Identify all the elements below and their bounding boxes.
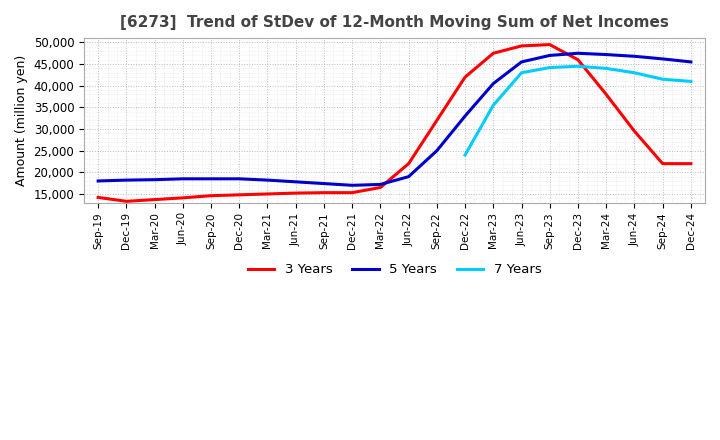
5 Years	[433, 148, 441, 153]
3 Years	[630, 128, 639, 134]
5 Years	[546, 53, 554, 58]
5 Years	[517, 59, 526, 65]
5 Years	[602, 52, 611, 57]
7 Years	[517, 70, 526, 75]
5 Years	[461, 114, 469, 119]
3 Years	[348, 190, 356, 195]
3 Years	[122, 199, 131, 204]
5 Years	[489, 81, 498, 86]
3 Years	[94, 195, 102, 200]
5 Years	[658, 56, 667, 62]
5 Years	[179, 176, 187, 181]
3 Years	[405, 161, 413, 166]
5 Years	[376, 182, 384, 187]
3 Years	[658, 161, 667, 166]
Line: 7 Years: 7 Years	[465, 66, 691, 155]
3 Years	[546, 42, 554, 47]
5 Years	[207, 176, 215, 181]
5 Years	[94, 178, 102, 183]
5 Years	[348, 183, 356, 188]
7 Years	[602, 66, 611, 71]
7 Years	[658, 77, 667, 82]
5 Years	[320, 181, 328, 186]
3 Years	[179, 195, 187, 201]
Y-axis label: Amount (million yen): Amount (million yen)	[15, 55, 28, 186]
7 Years	[687, 79, 696, 84]
5 Years	[405, 174, 413, 179]
7 Years	[546, 65, 554, 70]
Legend: 3 Years, 5 Years, 7 Years: 3 Years, 5 Years, 7 Years	[243, 258, 546, 282]
7 Years	[461, 152, 469, 158]
3 Years	[517, 43, 526, 48]
Title: [6273]  Trend of StDev of 12-Month Moving Sum of Net Incomes: [6273] Trend of StDev of 12-Month Moving…	[120, 15, 669, 30]
3 Years	[574, 57, 582, 62]
5 Years	[630, 54, 639, 59]
Line: 5 Years: 5 Years	[98, 53, 691, 185]
5 Years	[235, 176, 243, 181]
5 Years	[574, 51, 582, 56]
3 Years	[433, 118, 441, 123]
3 Years	[320, 190, 328, 195]
3 Years	[292, 191, 300, 196]
5 Years	[122, 177, 131, 183]
7 Years	[489, 103, 498, 108]
7 Years	[630, 70, 639, 75]
3 Years	[489, 51, 498, 56]
3 Years	[461, 74, 469, 80]
3 Years	[207, 193, 215, 198]
5 Years	[292, 179, 300, 184]
3 Years	[150, 197, 159, 202]
3 Years	[264, 191, 272, 197]
Line: 3 Years: 3 Years	[98, 44, 691, 202]
3 Years	[602, 92, 611, 97]
3 Years	[376, 185, 384, 190]
5 Years	[264, 177, 272, 183]
3 Years	[235, 192, 243, 198]
5 Years	[687, 59, 696, 65]
3 Years	[687, 161, 696, 166]
7 Years	[574, 64, 582, 69]
5 Years	[150, 177, 159, 182]
